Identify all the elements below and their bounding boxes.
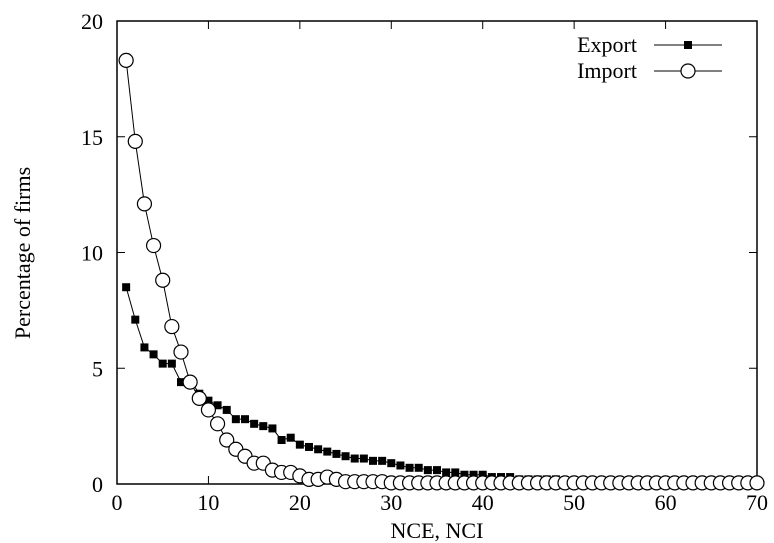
y-tick-label: 20 (81, 9, 103, 34)
y-tick-label: 0 (92, 472, 103, 497)
legend-marker-export (684, 41, 692, 49)
point-export (378, 456, 387, 465)
point-export (158, 359, 167, 368)
point-export (122, 283, 131, 292)
series-layer (118, 52, 765, 491)
point-import (164, 318, 180, 335)
point-export (213, 401, 222, 410)
point-import (136, 196, 153, 212)
point-export (277, 436, 286, 445)
point-export (414, 463, 423, 472)
point-export (359, 454, 368, 463)
point-export (140, 343, 149, 352)
legend-label-export: Export (577, 32, 637, 57)
point-import (749, 475, 765, 491)
series-import (118, 52, 765, 491)
point-export (241, 415, 249, 424)
legend: Export Import (577, 32, 722, 83)
point-export (350, 454, 359, 463)
y-tick-label: 5 (92, 356, 103, 381)
point-export (369, 456, 377, 465)
point-export (231, 415, 240, 424)
point-export (268, 424, 277, 433)
point-export (167, 359, 176, 368)
point-export (286, 433, 295, 442)
point-export (323, 447, 332, 456)
x-tick-label: 20 (289, 490, 311, 515)
y-tick-label: 15 (81, 125, 103, 150)
point-export (387, 459, 396, 468)
point-export (469, 470, 478, 479)
point-export (149, 350, 158, 359)
point-export (250, 419, 259, 428)
point-import (200, 402, 217, 418)
x-tick-label: 0 (112, 490, 123, 515)
x-tick-label: 60 (655, 490, 677, 515)
point-import (191, 390, 207, 406)
point-export (259, 422, 268, 431)
point-export (204, 396, 213, 405)
point-import (118, 52, 134, 68)
axis-ticks: 0 10 20 30 40 50 60 70 0 5 10 15 20 (81, 9, 768, 515)
point-export (332, 449, 341, 458)
x-tick-label: 70 (746, 490, 768, 515)
x-tick-label: 40 (472, 490, 494, 515)
point-export (433, 466, 441, 475)
point-import (209, 416, 226, 432)
point-export (442, 468, 451, 477)
point-import (145, 237, 162, 254)
y-axis-title: Percentage of firms (10, 167, 35, 339)
point-export (222, 405, 231, 414)
point-export (295, 440, 304, 449)
x-axis-title: NCE, NCI (391, 518, 484, 543)
point-import (173, 344, 189, 360)
point-export (405, 463, 414, 472)
series-export (122, 283, 761, 488)
point-export (131, 315, 140, 324)
y-tick-label: 10 (81, 241, 103, 266)
point-export (177, 378, 185, 387)
point-import (219, 432, 235, 448)
point-export (305, 442, 313, 451)
legend-marker-import (680, 63, 696, 79)
legend-label-import: Import (577, 58, 637, 83)
point-export (396, 461, 405, 470)
x-tick-label: 10 (197, 490, 219, 515)
point-export (460, 470, 469, 479)
x-tick-label: 50 (563, 490, 585, 515)
point-import (155, 272, 171, 288)
series-line-export (125, 287, 758, 485)
point-export (423, 466, 432, 475)
point-export (451, 468, 460, 477)
x-tick-label: 30 (380, 490, 402, 515)
point-import (182, 374, 198, 390)
point-export (314, 445, 323, 454)
point-import (127, 133, 143, 149)
point-export (478, 470, 487, 479)
point-export (341, 452, 350, 461)
